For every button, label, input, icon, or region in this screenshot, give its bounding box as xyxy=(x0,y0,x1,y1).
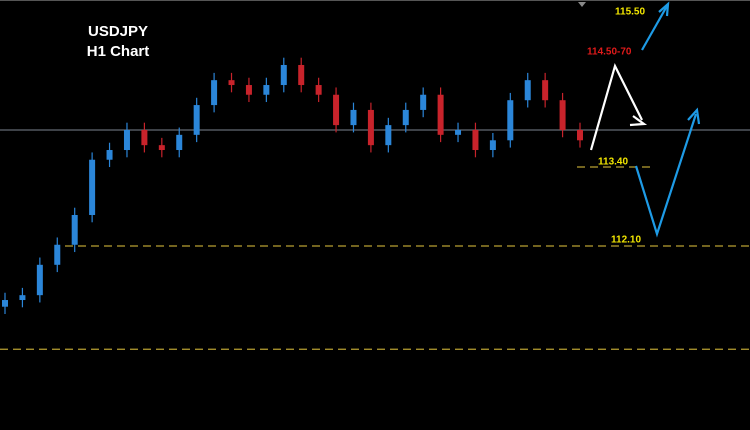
candle-body xyxy=(71,215,78,245)
candle-body xyxy=(455,129,462,135)
white-arrow xyxy=(589,62,643,151)
candle-body xyxy=(367,109,374,146)
candle-body xyxy=(333,94,340,126)
blue-arrow-up-head xyxy=(658,1,670,17)
candle-body xyxy=(437,94,444,135)
candle-body xyxy=(420,94,427,110)
candle-body xyxy=(298,64,305,86)
candle-body xyxy=(141,129,148,146)
annotation: 115.50 xyxy=(615,7,645,18)
candle-body xyxy=(89,159,96,215)
shift-marker xyxy=(578,2,586,7)
candle-body xyxy=(559,100,566,130)
marks xyxy=(0,57,750,350)
forecast-arrows xyxy=(589,1,701,238)
chart-title: USDJPY xyxy=(88,23,148,40)
candle-body xyxy=(507,100,514,141)
candle-body xyxy=(158,145,165,151)
candle-body xyxy=(193,105,200,135)
candle-body xyxy=(402,109,409,126)
blue-arrow xyxy=(634,113,698,238)
candle-body xyxy=(472,129,479,151)
candle-body xyxy=(489,140,496,151)
candle-body xyxy=(228,80,235,86)
candle-body xyxy=(36,264,43,296)
candle-body xyxy=(263,85,270,95)
candle-body xyxy=(280,64,287,86)
candle-body xyxy=(350,109,357,126)
candle-body xyxy=(2,300,8,307)
blue-arrow-up xyxy=(641,5,668,51)
blue-arrow-head xyxy=(687,107,701,125)
candle-body xyxy=(211,80,218,106)
annotation: 114.50-70 xyxy=(587,47,632,58)
white-arrow-head xyxy=(629,115,648,127)
candle-body xyxy=(123,129,130,151)
candle-body xyxy=(54,244,61,265)
candle-body xyxy=(106,150,113,160)
candle-body xyxy=(577,129,583,141)
candle-body xyxy=(176,134,183,151)
chart-subtitle: H1 Chart xyxy=(87,43,150,60)
candle-body xyxy=(542,80,549,101)
annotation: 113.40 xyxy=(598,157,628,168)
candle-body xyxy=(19,295,26,301)
candle-body xyxy=(315,85,322,95)
annotation: 112.10 xyxy=(611,235,641,246)
candle-body xyxy=(524,80,531,101)
candle-body xyxy=(245,85,252,95)
candle-body xyxy=(385,125,392,146)
